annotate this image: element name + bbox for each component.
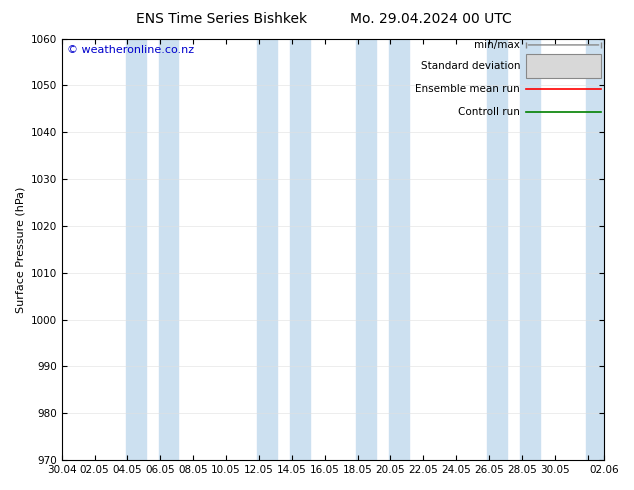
Bar [586, 39, 604, 460]
Text: Ensemble mean run: Ensemble mean run [415, 84, 520, 94]
Bar [158, 39, 178, 460]
FancyBboxPatch shape [526, 54, 602, 77]
Text: © weatheronline.co.nz: © weatheronline.co.nz [67, 45, 194, 55]
Text: Controll run: Controll run [458, 107, 520, 118]
Bar [126, 39, 146, 460]
Text: Mo. 29.04.2024 00 UTC: Mo. 29.04.2024 00 UTC [350, 12, 512, 26]
Bar [356, 39, 376, 460]
Text: ENS Time Series Bishkek: ENS Time Series Bishkek [136, 12, 307, 26]
Text: Standard deviation: Standard deviation [420, 61, 520, 71]
Bar [389, 39, 408, 460]
Bar [290, 39, 310, 460]
Y-axis label: Surface Pressure (hPa): Surface Pressure (hPa) [15, 186, 25, 313]
Bar [488, 39, 507, 460]
Bar [521, 39, 540, 460]
Text: min/max: min/max [474, 40, 520, 50]
Bar [257, 39, 277, 460]
